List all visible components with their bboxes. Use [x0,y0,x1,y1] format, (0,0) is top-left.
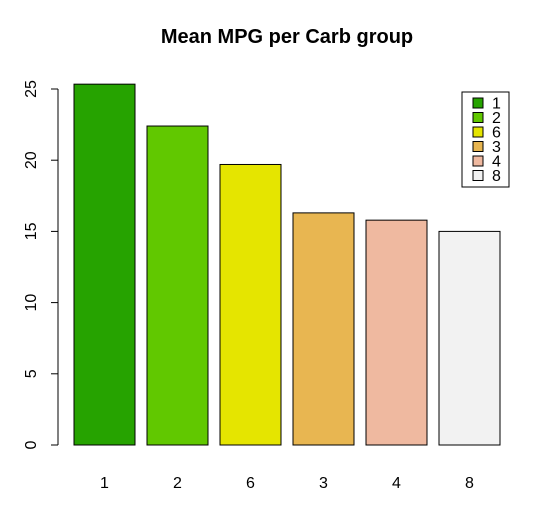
x-tick-label: 1 [100,475,109,492]
legend-box [461,91,510,188]
y-tick-label: 5 [23,369,40,378]
bar-4 [365,219,428,446]
legend-label: 6 [492,125,501,142]
chart-title: Mean MPG per Carb group [161,26,413,48]
legend-label: 2 [492,110,501,127]
legend-label: 1 [492,96,501,113]
y-axis: 0 5 10 15 20 25 [23,80,59,449]
y-tick-label: 15 [23,222,40,240]
x-tick-label: 8 [465,475,474,492]
legend-swatch [472,112,484,123]
bars [73,83,501,446]
bar-2 [146,125,209,446]
legend-swatch [472,170,484,181]
legend-swatch [472,97,484,109]
y-tick-label: 25 [23,80,40,98]
legend-label: 8 [492,168,501,185]
legend-label: 4 [492,154,501,171]
legend-swatch [472,155,484,167]
bar-8 [438,230,501,446]
x-axis-labels: 1 2 6 3 4 8 [100,475,474,492]
x-tick-label: 3 [319,475,328,492]
y-tick-label: 10 [23,294,40,312]
x-tick-label: 2 [173,475,182,492]
bar-3 [292,212,355,446]
legend-label: 3 [492,139,501,156]
x-tick-label: 4 [392,475,401,492]
bar-6 [219,163,282,446]
x-tick-label: 6 [246,475,255,492]
bar-1 [73,83,136,446]
legend-swatch [472,141,484,152]
y-tick-label: 20 [23,151,40,169]
legend-swatch [472,126,484,138]
y-tick-label: 0 [23,440,40,449]
